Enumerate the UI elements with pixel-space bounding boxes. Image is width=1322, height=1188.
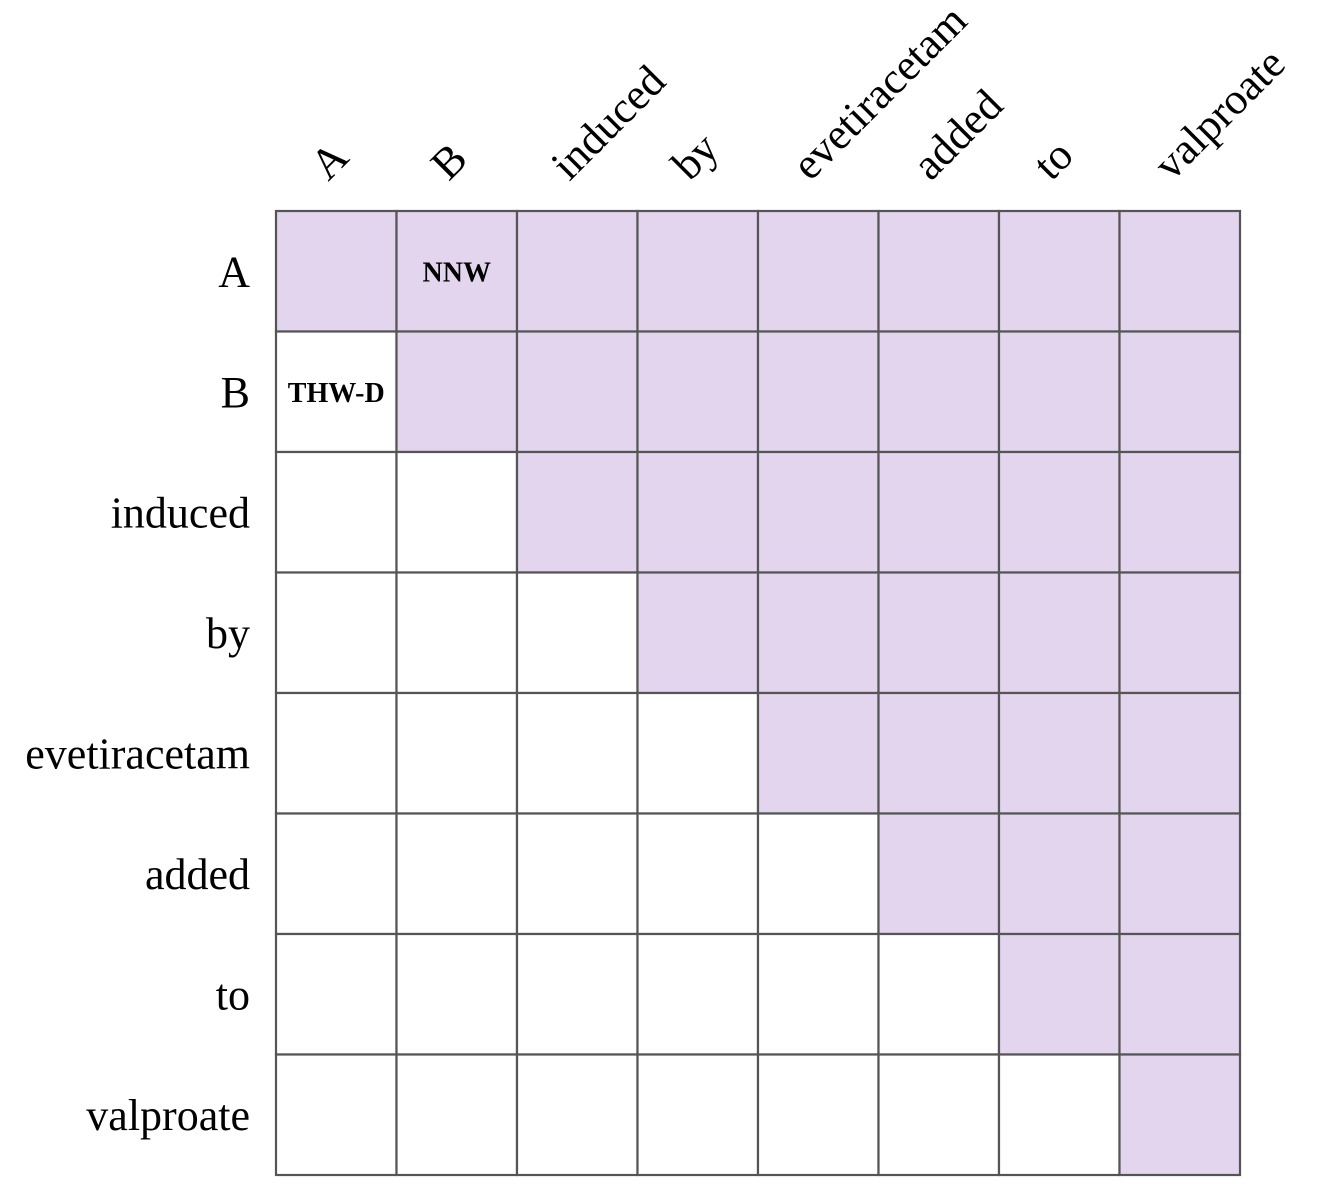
- cell-tags: NNW THW-D: [288, 257, 491, 409]
- grid-cell-to-evetiracetam: [756, 932, 880, 1056]
- grid-cell-by-a: [274, 571, 398, 695]
- grid-cell-added-to: [997, 812, 1121, 936]
- grid-cell-evetiracetam-evetiracetam: [756, 691, 880, 815]
- grid-cell-evetiracetam-added: [877, 691, 1001, 815]
- grid-cell-induced-induced: [515, 450, 639, 574]
- grid-cell-valproate-evetiracetam: [756, 1053, 880, 1177]
- grid-cell-a-to: [997, 209, 1121, 333]
- grid-cell-evetiracetam-to: [997, 691, 1121, 815]
- grid-cell-by-added: [877, 571, 1001, 695]
- grid-cell-by-valproate: [1118, 571, 1242, 695]
- grid-cell-induced-a: [274, 450, 398, 574]
- grid-cell-added-valproate: [1118, 812, 1242, 936]
- grid-cell-b-b: [395, 330, 519, 454]
- grid-cell-evetiracetam-b: [395, 691, 519, 815]
- row-label-to: to: [216, 970, 250, 1019]
- grid-cell-a-evetiracetam: [756, 209, 880, 333]
- grid-cell-b-valproate: [1118, 330, 1242, 454]
- cell-tag-thw-d: THW-D: [288, 378, 385, 409]
- grid-cell-by-by: [636, 571, 760, 695]
- column-label-to: to: [1024, 130, 1083, 189]
- row-label-b: B: [221, 368, 250, 417]
- grid-cell-b-a: [274, 330, 398, 454]
- grid-cell-to-by: [636, 932, 760, 1056]
- grid-cell-added-added: [877, 812, 1001, 936]
- column-label-valproate: valproate: [1144, 39, 1294, 189]
- grid-cell-to-added: [877, 932, 1001, 1056]
- grid-cell-valproate-valproate: [1118, 1053, 1242, 1177]
- grid-cell-valproate-b: [395, 1053, 519, 1177]
- grid-cell-a-b: [395, 209, 519, 333]
- grid-cell-b-induced: [515, 330, 639, 454]
- row-label-evetiracetam: evetiracetam: [25, 729, 250, 778]
- row-label-added: added: [145, 850, 250, 899]
- grid-cell-induced-b: [395, 450, 519, 574]
- grid-cell-induced-valproate: [1118, 450, 1242, 574]
- grid-cell-evetiracetam-valproate: [1118, 691, 1242, 815]
- grid-cell-valproate-to: [997, 1053, 1121, 1177]
- row-label-by: by: [206, 609, 250, 658]
- grid-cell-to-b: [395, 932, 519, 1056]
- grid-cell-b-to: [997, 330, 1121, 454]
- grid-cells: [274, 209, 1242, 1177]
- grid-cell-a-valproate: [1118, 209, 1242, 333]
- grid-cell-added-evetiracetam: [756, 812, 880, 936]
- grid-cell-b-by: [636, 330, 760, 454]
- grid-cell-by-b: [395, 571, 519, 695]
- grid-cell-added-induced: [515, 812, 639, 936]
- grid-cell-to-valproate: [1118, 932, 1242, 1056]
- grid-cell-a-by: [636, 209, 760, 333]
- column-label-b: B: [421, 134, 476, 189]
- grid-cell-to-to: [997, 932, 1121, 1056]
- row-label-valproate: valproate: [86, 1091, 250, 1140]
- column-label-by: by: [662, 123, 728, 189]
- grid-cell-a-a: [274, 209, 398, 333]
- column-label-added: added: [903, 80, 1012, 189]
- grid-cell-added-a: [274, 812, 398, 936]
- grid-cell-b-added: [877, 330, 1001, 454]
- grid-cell-induced-evetiracetam: [756, 450, 880, 574]
- row-label-a: A: [218, 247, 250, 296]
- grid-cell-valproate-by: [636, 1053, 760, 1177]
- grid-cell-by-evetiracetam: [756, 571, 880, 695]
- grid-cell-induced-added: [877, 450, 1001, 574]
- grid-cell-valproate-a: [274, 1053, 398, 1177]
- cell-tag-nnw: NNW: [423, 257, 491, 288]
- grid-cell-b-evetiracetam: [756, 330, 880, 454]
- row-label-induced: induced: [111, 488, 250, 537]
- grid-cell-valproate-added: [877, 1053, 1001, 1177]
- grid-cell-evetiracetam-a: [274, 691, 398, 815]
- grid-cell-by-to: [997, 571, 1121, 695]
- grid-cell-a-added: [877, 209, 1001, 333]
- column-label-induced: induced: [542, 56, 675, 189]
- grid-cell-induced-to: [997, 450, 1121, 574]
- grid-cell-by-induced: [515, 571, 639, 695]
- grid-cell-evetiracetam-by: [636, 691, 760, 815]
- grid-cell-valproate-induced: [515, 1053, 639, 1177]
- grid-cell-to-a: [274, 932, 398, 1056]
- grid-cell-evetiracetam-induced: [515, 691, 639, 815]
- grid-cell-added-b: [395, 812, 519, 936]
- grid-cell-added-by: [636, 812, 760, 936]
- column-label-a: A: [301, 132, 358, 189]
- grid-cell-to-induced: [515, 932, 639, 1056]
- grid-cell-induced-by: [636, 450, 760, 574]
- grid-cell-a-induced: [515, 209, 639, 333]
